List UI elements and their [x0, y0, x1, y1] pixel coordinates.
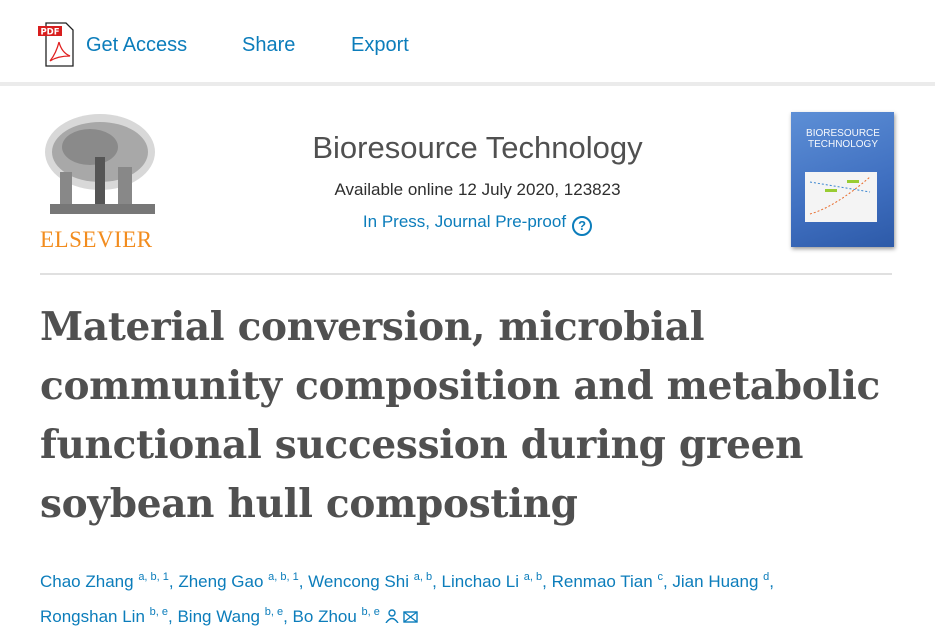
- available-online: Available online 12 July 2020, 123823: [334, 180, 621, 199]
- author-name: Bo Zhou: [292, 607, 357, 626]
- toolbar: PDF Get Access Share Export: [0, 0, 935, 86]
- author-name: Renmao Tian: [551, 572, 653, 591]
- article-title: Material conversion, microbial community…: [40, 304, 880, 527]
- divider: [40, 273, 892, 275]
- author-affiliation: c: [657, 571, 663, 583]
- author-name: Wencong Shi: [308, 572, 409, 591]
- author-affiliation: b, e: [264, 606, 284, 618]
- person-icon[interactable]: [385, 609, 399, 624]
- author-link[interactable]: Wencong Shi a, b: [308, 571, 433, 591]
- author-link[interactable]: Zheng Gao a, b, 1: [178, 571, 299, 591]
- journal-title[interactable]: Bioresource Technology: [312, 130, 643, 165]
- author-name: Bing Wang: [177, 607, 260, 626]
- author-affiliation: a, b, 1: [138, 571, 169, 583]
- author-link[interactable]: Bing Wang b, e: [177, 606, 284, 626]
- author-name: Chao Zhang: [40, 572, 134, 591]
- author-affiliation: a, b: [413, 571, 433, 583]
- cover-title: BIORESOURCE TECHNOLOGY: [806, 128, 880, 150]
- share-button[interactable]: Share: [242, 34, 296, 56]
- pdf-icon[interactable]: PDF: [38, 22, 74, 67]
- export-button[interactable]: Export: [351, 34, 409, 56]
- cover-chart-image: [805, 172, 877, 222]
- email-icon[interactable]: [403, 611, 419, 623]
- elsevier-tree-icon: [45, 114, 155, 214]
- author-link[interactable]: Rongshan Lin b, e: [40, 606, 169, 626]
- author-name: Linchao Li: [441, 572, 520, 591]
- author-link[interactable]: Renmao Tian c: [551, 571, 663, 591]
- author-link[interactable]: Linchao Li a, b: [441, 571, 543, 591]
- author-link[interactable]: Chao Zhang a, b, 1: [40, 571, 169, 591]
- author-list: Chao Zhang a, b, 1, Zheng Gao a, b, 1, W…: [40, 571, 775, 626]
- author-link[interactable]: Bo Zhou b, e: [292, 606, 380, 626]
- author-name: Rongshan Lin: [40, 607, 145, 626]
- author-name: Zheng Gao: [178, 572, 264, 591]
- help-icon[interactable]: ?: [572, 216, 593, 236]
- author-affiliation: a, b, 1: [268, 571, 299, 583]
- author-link[interactable]: Jian Huang d: [672, 571, 770, 591]
- status-text: In Press, Journal Pre-proof: [362, 212, 567, 231]
- get-access-button[interactable]: Get Access: [86, 34, 188, 56]
- author-affiliation: a, b: [523, 571, 543, 583]
- journal-cover[interactable]: BIORESOURCE TECHNOLOGY: [791, 112, 894, 247]
- article-status: In Press, Journal Pre-proof?: [240, 212, 715, 236]
- publisher-name: ELSEVIER: [40, 227, 153, 252]
- author-affiliation: b, e: [149, 606, 169, 618]
- author-affiliation: d: [763, 571, 770, 583]
- elsevier-logo[interactable]: ELSEVIER: [40, 112, 160, 252]
- author-name: Jian Huang: [672, 572, 759, 591]
- author-affiliation: b, e: [361, 606, 380, 618]
- pdf-label: PDF: [40, 28, 59, 38]
